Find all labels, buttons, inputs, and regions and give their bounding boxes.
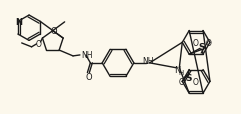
Text: S: S xyxy=(185,73,191,82)
Text: O: O xyxy=(192,39,198,48)
Text: O: O xyxy=(178,77,184,86)
Text: O: O xyxy=(50,27,57,36)
Text: N: N xyxy=(15,18,22,27)
Text: H: H xyxy=(179,69,184,75)
Text: O: O xyxy=(36,40,41,48)
Text: O: O xyxy=(85,72,92,81)
Text: NH: NH xyxy=(142,57,153,66)
Text: NH: NH xyxy=(81,51,93,60)
Text: O: O xyxy=(192,77,198,86)
Text: O: O xyxy=(206,39,212,48)
Text: S: S xyxy=(199,43,205,51)
Text: N: N xyxy=(174,66,181,75)
